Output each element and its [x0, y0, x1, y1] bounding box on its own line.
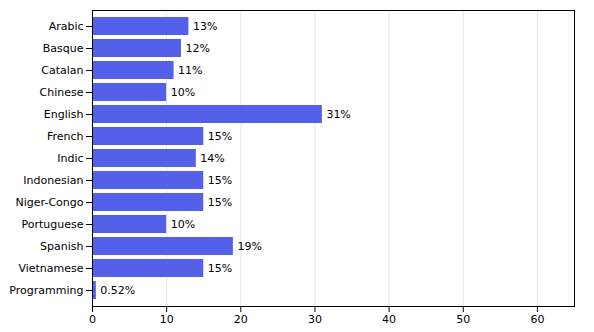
svg-text:Chinese: Chinese	[40, 86, 84, 99]
svg-text:12%: 12%	[185, 42, 209, 55]
svg-text:15%: 15%	[208, 174, 232, 187]
svg-text:English: English	[44, 108, 84, 121]
svg-text:Portuguese: Portuguese	[22, 218, 84, 231]
svg-text:Niger-Congo: Niger-Congo	[16, 196, 84, 209]
svg-text:Vietnamese: Vietnamese	[18, 262, 83, 275]
svg-text:11%: 11%	[178, 64, 202, 77]
svg-text:15%: 15%	[208, 130, 232, 143]
svg-text:50: 50	[456, 313, 470, 326]
svg-text:10%: 10%	[171, 218, 195, 231]
svg-text:French: French	[47, 130, 84, 143]
svg-text:10: 10	[160, 313, 174, 326]
svg-text:Indonesian: Indonesian	[23, 174, 83, 187]
svg-text:40: 40	[382, 313, 396, 326]
svg-text:Arabic: Arabic	[49, 20, 84, 33]
svg-text:31%: 31%	[326, 108, 350, 121]
svg-text:Spanish: Spanish	[40, 240, 83, 253]
svg-text:Basque: Basque	[43, 42, 84, 55]
svg-text:13%: 13%	[193, 20, 217, 33]
svg-text:19%: 19%	[237, 240, 261, 253]
svg-text:15%: 15%	[208, 196, 232, 209]
svg-text:Programming: Programming	[9, 284, 83, 297]
svg-text:30: 30	[308, 313, 322, 326]
svg-text:0: 0	[89, 313, 96, 326]
svg-text:10%: 10%	[171, 86, 195, 99]
svg-text:Catalan: Catalan	[41, 64, 83, 77]
svg-text:15%: 15%	[208, 262, 232, 275]
svg-text:0.52%: 0.52%	[100, 284, 135, 297]
svg-text:20: 20	[234, 313, 248, 326]
svg-text:14%: 14%	[200, 152, 224, 165]
svg-text:Indic: Indic	[57, 152, 83, 165]
svg-text:60: 60	[530, 313, 544, 326]
